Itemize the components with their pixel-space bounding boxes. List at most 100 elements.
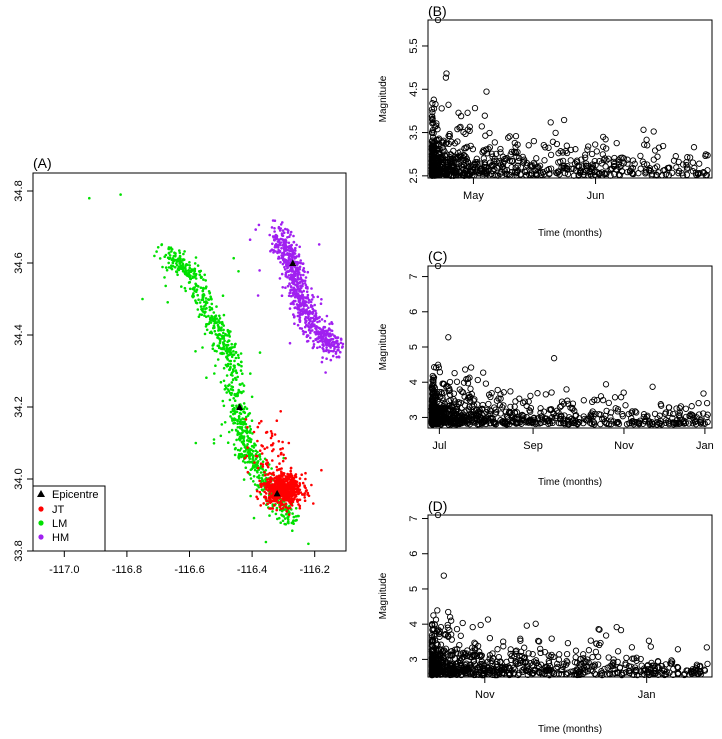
c-point	[569, 405, 576, 413]
lm-point	[254, 444, 257, 447]
jt-point	[270, 489, 273, 492]
hm-point	[282, 259, 286, 262]
hm-point	[325, 357, 328, 361]
d-point	[616, 664, 624, 671]
b-point	[553, 140, 561, 148]
b-point	[564, 166, 571, 173]
jt-point	[312, 502, 315, 505]
c-point	[703, 414, 710, 421]
jt-point	[272, 471, 275, 475]
lm-point	[238, 383, 242, 386]
b-point	[498, 168, 505, 176]
lm-point	[225, 351, 229, 355]
jt-point	[256, 497, 260, 501]
c-point	[670, 419, 677, 426]
lm-point	[234, 356, 238, 360]
lm-point	[186, 273, 189, 277]
lm-point	[248, 457, 252, 461]
hm-point	[331, 344, 334, 347]
lm-point	[249, 372, 252, 375]
c-point	[564, 397, 571, 404]
b-point	[563, 149, 571, 157]
hm-point	[306, 293, 310, 297]
hm-point	[312, 339, 315, 343]
lm-point	[219, 337, 222, 341]
b-point	[683, 159, 690, 166]
lm-point	[264, 540, 268, 544]
hm-point	[254, 228, 257, 231]
lm-point	[178, 249, 181, 252]
lm-point	[167, 257, 171, 261]
hm-point	[283, 247, 286, 251]
d-point	[510, 664, 517, 671]
hm-point	[337, 348, 340, 352]
hm-point	[296, 277, 299, 281]
hm-point	[335, 345, 338, 349]
lm-point	[194, 301, 198, 304]
c-point	[467, 385, 474, 392]
legend: Epicentre JT LM HM	[32, 485, 106, 552]
c-point	[491, 420, 498, 428]
c-point	[556, 415, 564, 423]
d-point	[644, 670, 651, 677]
lm-point	[195, 290, 198, 294]
lm-point	[249, 440, 253, 444]
lm-point	[194, 272, 198, 276]
d-point	[645, 637, 653, 644]
jt-point	[263, 490, 266, 494]
lm-point	[228, 347, 231, 351]
hm-point	[298, 319, 302, 322]
lm-point	[240, 364, 243, 368]
panel-b-timeseries: (B) 2.53.54.55.5 May Jun Magnitude Time (…	[378, 3, 713, 239]
hm-point	[289, 233, 292, 236]
hm-point	[318, 320, 321, 323]
c-point	[600, 415, 608, 422]
b-point	[527, 163, 535, 170]
hm-point	[297, 298, 301, 301]
b-point	[445, 140, 453, 148]
lm-point	[221, 346, 224, 350]
lm-point	[270, 467, 273, 470]
c-point	[500, 389, 507, 396]
jt-point	[279, 447, 282, 451]
c-y-tick-label: 4	[408, 379, 420, 385]
jt-point	[265, 446, 269, 449]
b-point	[481, 112, 488, 119]
c-point	[496, 401, 504, 409]
hm-point	[248, 238, 252, 241]
b-point	[617, 154, 624, 162]
d-point	[703, 644, 710, 651]
hm-point	[277, 255, 281, 259]
hm-point	[294, 292, 298, 296]
lm-point	[220, 423, 224, 426]
jt-point	[289, 479, 293, 483]
c-point	[603, 407, 610, 415]
hm-point	[258, 269, 261, 272]
jt-point	[263, 495, 266, 499]
lm-point	[252, 516, 256, 520]
hm-point	[311, 346, 315, 350]
hm-point	[309, 329, 313, 333]
d-point	[577, 655, 584, 663]
hm-point	[294, 249, 297, 252]
b-y-tick-label: 2.5	[408, 168, 420, 183]
hm-point	[303, 279, 307, 283]
lm-point	[225, 365, 229, 368]
hm-point	[290, 243, 294, 247]
d-point	[436, 630, 443, 638]
hm-point	[319, 302, 323, 306]
jt-point	[269, 480, 272, 483]
jt-point	[263, 471, 266, 474]
lm-point	[231, 368, 235, 371]
d-point	[522, 659, 529, 666]
lm-point	[183, 250, 186, 253]
lm-point	[235, 404, 238, 408]
jt-point	[258, 421, 261, 425]
b-point	[545, 144, 552, 151]
lm-point	[193, 268, 196, 272]
lm-point	[197, 315, 201, 319]
lm-point	[88, 196, 91, 200]
d-point	[581, 666, 589, 673]
d-point	[535, 637, 542, 645]
jt-point	[279, 410, 283, 413]
